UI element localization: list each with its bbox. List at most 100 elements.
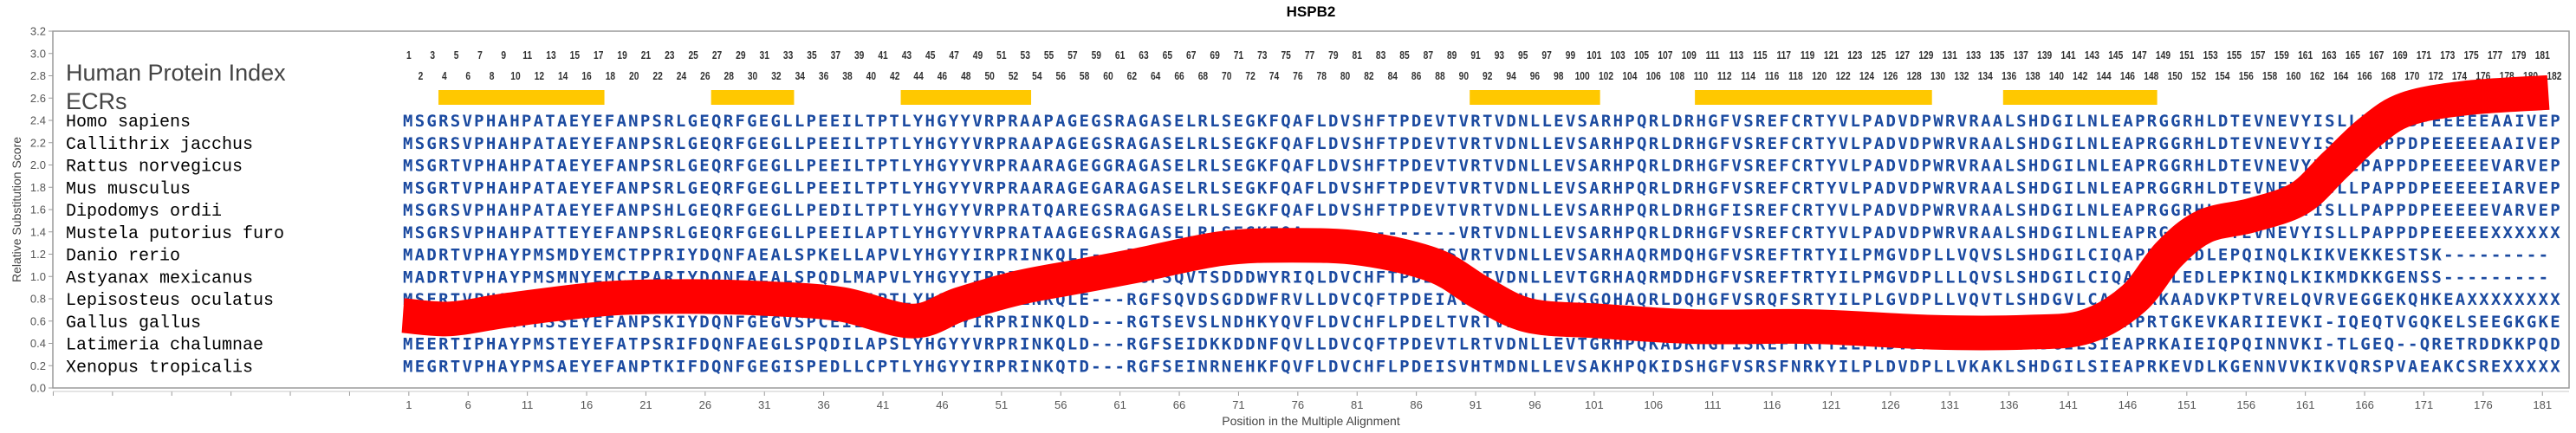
alignment-row: Latimeria chalumnae MEERTIPHAYPMSTEYEFATP… [66, 335, 2560, 356]
sequence: MAARTVPHAYPMSSEYEFANPSKIYDQNFGEGVSPCEILA… [403, 313, 2560, 332]
index-number: 36 [819, 71, 828, 82]
index-number: 6 [465, 71, 470, 82]
index-number: 25 [688, 50, 698, 61]
index-number: 16 [581, 71, 591, 82]
index-number: 111 [1706, 50, 1721, 61]
index-number: 140 [2049, 71, 2064, 82]
index-number: 112 [1717, 71, 1732, 82]
x-tick-label: 166 [2355, 398, 2374, 411]
index-number: 133 [1966, 50, 1981, 61]
index-number: 71 [1234, 50, 1244, 61]
index-number: 113 [1729, 50, 1744, 61]
index-number: 125 [1872, 50, 1887, 61]
index-number: 116 [1765, 71, 1780, 82]
index-number: 65 [1163, 50, 1173, 61]
index-number: 30 [748, 71, 757, 82]
ecr-bar [900, 90, 1032, 105]
index-number: 106 [1646, 71, 1661, 82]
index-number: 164 [2333, 71, 2349, 82]
y-axis: 0.0 0.2 0.4 0.6 0.8 1.0 1.2 1.4 1.6 1.8 2.0 2.2 2.4 2… [30, 25, 53, 395]
alignment-row: Rattus norvegicus MSGRTVPHAHPATAEYEFANPSR… [66, 157, 2560, 178]
index-number: 1 [406, 50, 412, 61]
index-number: 69 [1210, 50, 1219, 61]
alignment-row: Callithrix jacchus MSGRSVPHAHPATAEYEFANPS… [66, 134, 2560, 155]
index-number: 52 [1009, 71, 1018, 82]
species-name: Astyanax mexicanus [66, 268, 253, 288]
index-number: 151 [2179, 50, 2195, 61]
index-number: 15 [570, 50, 581, 61]
species-name: Mustela putorius furo [66, 224, 284, 244]
ecr-bar [711, 90, 795, 105]
index-number: 175 [2464, 50, 2480, 61]
x-tick-label: 36 [817, 398, 829, 411]
index-number: 156 [2239, 71, 2254, 82]
index-number: 60 [1103, 71, 1113, 82]
index-number: 132 [1954, 71, 1969, 82]
index-number: 105 [1634, 50, 1650, 61]
index-number: 84 [1388, 71, 1398, 82]
index-number: 147 [2132, 50, 2147, 61]
index-number: 148 [2144, 71, 2158, 82]
index-number: 160 [2286, 71, 2300, 82]
index-number: 181 [2535, 50, 2551, 61]
index-number: 29 [736, 50, 745, 61]
index-number: 172 [2429, 71, 2443, 82]
index-number: 91 [1470, 50, 1481, 61]
index-number: 123 [1847, 50, 1862, 61]
sequence: MSGRTVPHAHPATAEYEFANPSRLGEQRFGEGLLPEEILT… [403, 157, 2560, 176]
index-number: 135 [1989, 50, 2005, 61]
index-number: 97 [1541, 50, 1551, 61]
index-number: 104 [1622, 71, 1638, 82]
human-protein-index: 1 3 5 7 9 11 13 15 17 19 21 23 25 27 29 31 33 35 37 39 41 43 4… [406, 50, 2561, 82]
index-number: 62 [1127, 71, 1137, 82]
ecr-bar [1695, 90, 1932, 105]
x-tick-label: 41 [877, 398, 889, 411]
index-number: 24 [677, 71, 687, 82]
y-tick-label: 1.4 [30, 225, 46, 238]
score-curve [401, 74, 2550, 351]
index-number: 144 [2097, 71, 2112, 82]
x-tick-label: 86 [1410, 398, 1422, 411]
index-number: 93 [1495, 50, 1504, 61]
x-tick-label: 51 [996, 398, 1008, 411]
species-name: Danio rerio [66, 247, 180, 267]
y-tick-label: 2.4 [30, 114, 46, 127]
index-number: 163 [2321, 50, 2336, 61]
index-number: 26 [700, 71, 710, 82]
index-number: 114 [1741, 71, 1755, 82]
x-tick-label: 101 [1585, 398, 1604, 411]
x-tick-label: 91 [1470, 398, 1482, 411]
index-number: 73 [1257, 50, 1267, 61]
index-number: 98 [1554, 71, 1563, 82]
index-number: 152 [2191, 71, 2206, 82]
index-number: 75 [1281, 50, 1291, 61]
sequence: MADRTVPHAYPMSMDYEMCTPPRIYDQNFAEALSPKELLA… [403, 246, 2548, 265]
x-tick-label: 141 [2059, 398, 2078, 411]
x-axis: 1 6 11 16 21 26 31 36 41 46 51 56 61 66 71 76 81 86 91 96 10… [52, 391, 2569, 411]
index-number: 79 [1328, 50, 1338, 61]
alignment-row: Xenopus tropicalis MEGRTVPHAYPMSAEYEFANPT… [66, 357, 2560, 378]
index-number: 92 [1483, 71, 1492, 82]
index-number: 46 [938, 71, 947, 82]
x-tick-label: 1 [406, 398, 412, 411]
index-number: 28 [723, 71, 733, 82]
index-number: 82 [1364, 71, 1373, 82]
sequence: MEGRTVPHAYPMSAEYEFANPTKIFDQNFGEGISPEDLLC… [403, 357, 2560, 376]
x-tick-label: 121 [1822, 398, 1841, 411]
index-number: 149 [2156, 50, 2170, 61]
index-number: 37 [831, 50, 840, 61]
index-number: 83 [1376, 50, 1385, 61]
index-number: 110 [1694, 71, 1709, 82]
index-number: 166 [2357, 71, 2372, 82]
x-tick-label: 161 [2296, 398, 2315, 411]
index-number: 56 [1056, 71, 1066, 82]
index-number: 77 [1305, 50, 1314, 61]
index-number: 118 [1788, 71, 1803, 82]
index-number: 145 [2108, 50, 2124, 61]
index-number: 9 [501, 50, 506, 61]
x-tick-label: 116 [1763, 398, 1781, 411]
index-number: 64 [1151, 71, 1161, 82]
index-number: 17 [594, 50, 603, 61]
y-tick-label: 0.2 [30, 359, 46, 372]
species-name: Mus musculus [66, 179, 191, 199]
